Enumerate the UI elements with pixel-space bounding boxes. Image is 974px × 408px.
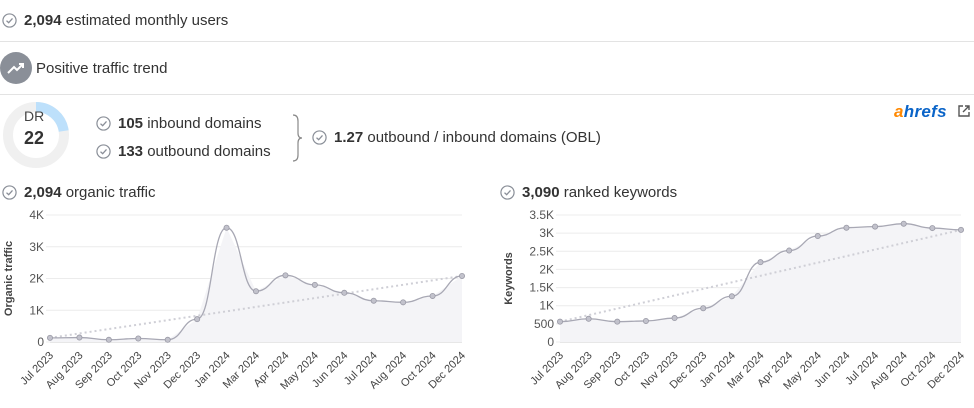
ranked-keywords-value: 3,090 <box>522 184 560 201</box>
y-tick-label: 1K <box>29 303 44 317</box>
data-point <box>814 233 821 240</box>
data-point <box>700 305 707 312</box>
y-tick-label: 2K <box>29 272 44 286</box>
obl-text: 1.27 outbound / inbound domains (OBL) <box>334 129 601 146</box>
data-point <box>76 334 83 341</box>
divider <box>0 41 974 42</box>
obl-value: 1.27 <box>334 129 364 146</box>
series-line <box>49 227 463 341</box>
y-tick-label: 3K <box>29 240 44 254</box>
y-tick-label: 3K <box>539 226 554 240</box>
inbound-domains-value: 105 <box>118 115 144 132</box>
data-point <box>194 316 201 323</box>
y-axis-label: Organic traffic <box>3 241 15 316</box>
organic-traffic-header: 2,094 organic traffic <box>24 184 155 201</box>
divider <box>0 94 974 95</box>
dr-gauge <box>3 102 69 168</box>
check-circle-icon <box>312 130 327 145</box>
y-tick-label: 1K <box>539 299 554 313</box>
outbound-domains-value: 133 <box>118 143 144 160</box>
y-tick-label: 500 <box>534 317 554 331</box>
data-point <box>900 220 907 227</box>
area-fill <box>560 223 961 342</box>
data-point <box>223 224 230 231</box>
data-point <box>400 299 407 306</box>
data-point <box>458 272 465 279</box>
data-point <box>370 297 377 304</box>
y-tick-label: 3.5K <box>529 208 554 222</box>
organic-traffic-label: organic traffic <box>65 184 156 201</box>
brace-icon <box>292 114 303 162</box>
data-point <box>671 315 678 322</box>
data-point <box>47 334 54 341</box>
y-tick-label: 0 <box>547 335 554 349</box>
data-point <box>642 317 649 324</box>
outbound-domains-text: 133 outbound domains <box>118 143 271 160</box>
outbound-domains-label: outbound domains <box>147 143 271 160</box>
check-circle-icon <box>96 116 111 131</box>
data-point <box>757 259 764 266</box>
y-tick-label: 1.5K <box>529 281 554 295</box>
inbound-domains-label: inbound domains <box>147 115 262 132</box>
data-point <box>585 315 592 322</box>
organic-traffic-value: 2,094 <box>24 184 62 201</box>
y-tick-label: 2.5K <box>529 244 554 258</box>
data-point <box>164 336 171 343</box>
obl-label: outbound / inbound domains (OBL) <box>367 129 601 146</box>
ahrefs-logo[interactable]: ahrefs <box>894 102 947 121</box>
check-circle-icon <box>2 185 17 200</box>
data-point <box>341 289 348 296</box>
ranked-keywords-header: 3,090 ranked keywords <box>522 184 677 201</box>
data-point <box>282 272 289 279</box>
y-tick-label: 0 <box>37 335 44 349</box>
external-link-icon[interactable] <box>957 104 971 118</box>
trending-up-icon <box>0 52 32 84</box>
y-tick-label: 4K <box>29 208 44 222</box>
data-point <box>105 336 112 343</box>
check-circle-icon <box>96 144 111 159</box>
inbound-domains-text: 105 inbound domains <box>118 115 261 132</box>
ranked-keywords-label: ranked keywords <box>563 184 678 201</box>
data-point <box>957 226 964 233</box>
data-point <box>135 335 142 342</box>
data-point <box>252 288 259 295</box>
data-point <box>929 225 936 232</box>
data-point <box>843 224 850 231</box>
dr-value: 22 <box>24 128 45 148</box>
trend-label: Positive traffic trend <box>36 60 168 77</box>
data-point <box>786 247 793 254</box>
monthly-users-label: estimated monthly users <box>65 12 229 29</box>
data-point <box>557 318 564 325</box>
y-axis-label: Keywords <box>503 252 515 305</box>
data-point <box>429 292 436 299</box>
y-tick-label: 2K <box>539 262 554 276</box>
check-circle-icon <box>500 185 515 200</box>
monthly-users-text: 2,094 estimated monthly users <box>24 12 228 29</box>
data-point <box>872 223 879 230</box>
data-point <box>728 293 735 300</box>
monthly-users-value: 2,094 <box>24 12 62 29</box>
data-point <box>614 318 621 325</box>
check-circle-icon <box>2 13 17 28</box>
area-fill <box>50 227 462 342</box>
data-point <box>311 281 318 288</box>
trend-line <box>559 228 962 323</box>
dr-label: DR <box>24 108 45 124</box>
